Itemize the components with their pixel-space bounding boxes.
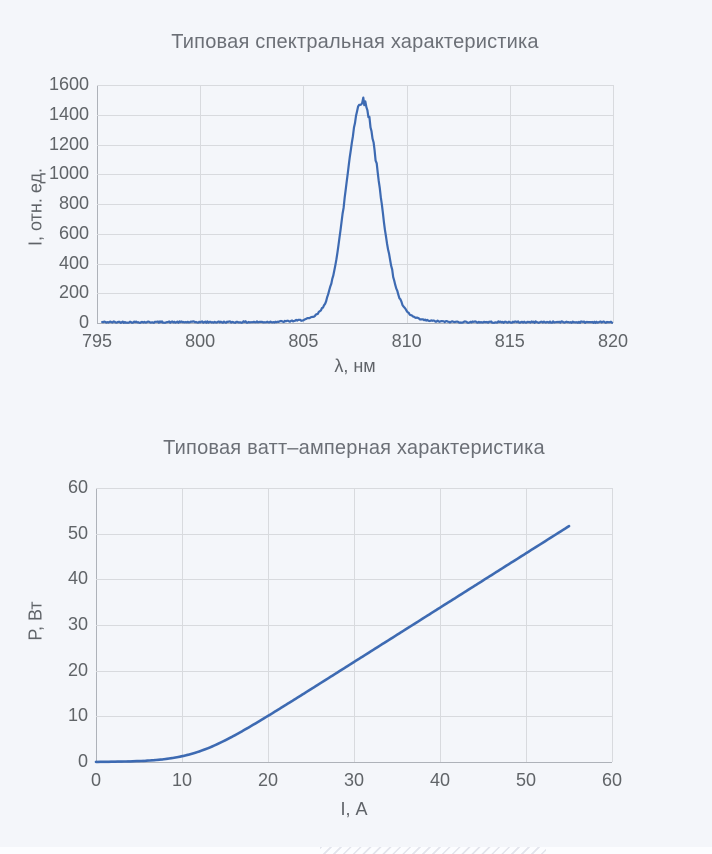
- y-tick-label: 10: [67, 705, 88, 726]
- y-tick-label: 1000: [48, 163, 89, 184]
- x-tick-label: 820: [597, 331, 629, 351]
- spectrum-curve: [101, 96, 614, 324]
- x-tick-label: 815: [494, 331, 525, 351]
- x-tick-label: 805: [288, 331, 319, 351]
- y-tick-label: 200: [58, 282, 89, 303]
- y-tick-label: 50: [67, 522, 88, 543]
- x-tick-label: 0: [90, 770, 102, 790]
- y-tick-label: 20: [67, 659, 88, 680]
- y-tick-label: 1600: [48, 74, 89, 94]
- x-tick-label: 795: [81, 331, 113, 351]
- y-tick-label: 1400: [48, 103, 89, 124]
- y-tick-label: 0: [78, 312, 89, 332]
- x-tick-label: 10: [171, 770, 193, 790]
- bottom-hatch-texture: [320, 847, 546, 854]
- y-tick-label: 800: [58, 193, 89, 213]
- x-tick-label: 20: [257, 770, 279, 790]
- x-tick-label: 50: [515, 770, 537, 790]
- y-tick-label: 30: [67, 614, 88, 634]
- x-tick-label: 810: [391, 331, 422, 351]
- spectral-x-axis-label: λ, нм: [334, 356, 376, 376]
- x-tick-label: 60: [601, 770, 623, 790]
- watt-ampere-x-axis-label: I, А: [340, 799, 368, 819]
- spectral-chart-title: Типовая спектральная характеристика: [171, 31, 539, 53]
- plot-svg: [97, 85, 614, 324]
- x-tick-label: 40: [429, 770, 451, 790]
- x-tick-label: 800: [185, 331, 216, 351]
- x-tick-label: 30: [343, 770, 365, 790]
- plot-svg: [94, 488, 613, 764]
- watt-ampere-chart-title: Типовая ватт–амперная характеристика: [163, 437, 545, 459]
- y-tick-label: 1200: [48, 133, 89, 154]
- y-tick-label: 60: [67, 477, 88, 497]
- y-tick-label: 0: [77, 751, 88, 771]
- y-tick-label: 40: [67, 568, 88, 589]
- y-tick-label: 600: [58, 222, 89, 243]
- power_vs_current-curve: [94, 524, 571, 764]
- y-tick-label: 400: [58, 252, 89, 273]
